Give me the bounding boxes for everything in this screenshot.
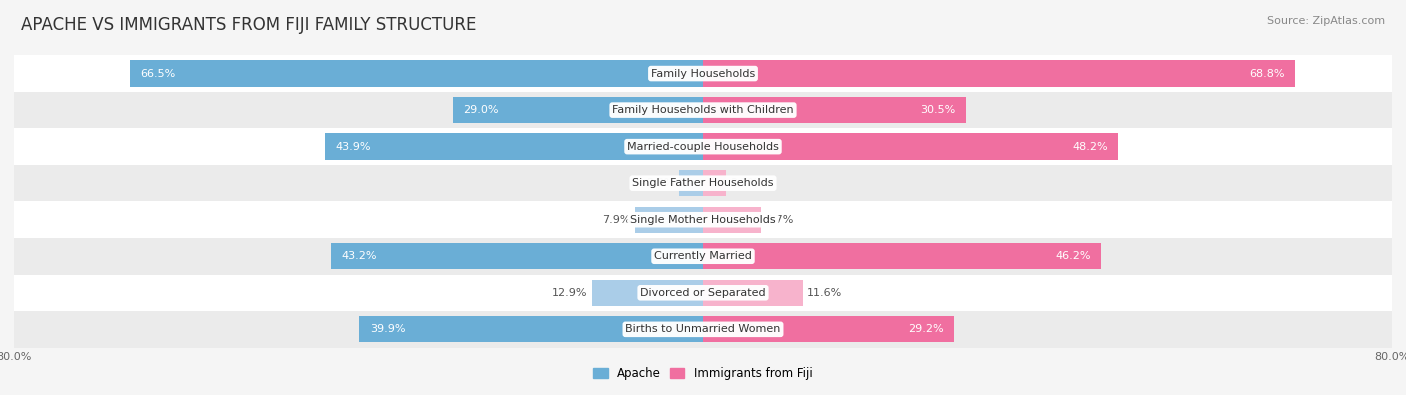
Text: Births to Unmarried Women: Births to Unmarried Women [626, 324, 780, 334]
Text: 46.2%: 46.2% [1054, 251, 1091, 261]
Text: 2.8%: 2.8% [647, 178, 675, 188]
Text: 12.9%: 12.9% [553, 288, 588, 298]
Bar [703, 243, 1101, 269]
Text: Married-couple Households: Married-couple Households [627, 142, 779, 152]
Bar [360, 316, 703, 342]
Text: 7.9%: 7.9% [602, 215, 631, 225]
Text: 29.2%: 29.2% [908, 324, 945, 334]
Text: 6.7%: 6.7% [765, 215, 793, 225]
Text: 30.5%: 30.5% [920, 105, 955, 115]
Text: 39.9%: 39.9% [370, 324, 405, 334]
Text: Currently Married: Currently Married [654, 251, 752, 261]
Text: 11.6%: 11.6% [807, 288, 842, 298]
Bar [636, 207, 703, 233]
Text: Family Households: Family Households [651, 69, 755, 79]
Bar [703, 134, 1118, 160]
FancyBboxPatch shape [14, 165, 1392, 201]
Bar [703, 60, 1295, 87]
Bar [325, 134, 703, 160]
Text: 29.0%: 29.0% [464, 105, 499, 115]
Bar [131, 60, 703, 87]
Text: 66.5%: 66.5% [141, 69, 176, 79]
Text: 43.2%: 43.2% [342, 251, 377, 261]
Bar [592, 280, 703, 306]
FancyBboxPatch shape [14, 201, 1392, 238]
FancyBboxPatch shape [14, 275, 1392, 311]
Text: Family Households with Children: Family Households with Children [612, 105, 794, 115]
Bar [453, 97, 703, 123]
Text: 48.2%: 48.2% [1073, 142, 1108, 152]
Legend: Apache, Immigrants from Fiji: Apache, Immigrants from Fiji [591, 365, 815, 383]
Bar [703, 316, 955, 342]
Text: Single Father Households: Single Father Households [633, 178, 773, 188]
FancyBboxPatch shape [14, 238, 1392, 275]
FancyBboxPatch shape [14, 311, 1392, 348]
Bar [703, 97, 966, 123]
Text: 68.8%: 68.8% [1250, 69, 1285, 79]
FancyBboxPatch shape [14, 128, 1392, 165]
FancyBboxPatch shape [14, 92, 1392, 128]
Bar [703, 170, 727, 196]
FancyBboxPatch shape [14, 55, 1392, 92]
Text: 2.7%: 2.7% [731, 178, 759, 188]
Bar [703, 280, 803, 306]
Text: Source: ZipAtlas.com: Source: ZipAtlas.com [1267, 16, 1385, 26]
Bar [330, 243, 703, 269]
Bar [679, 170, 703, 196]
Text: APACHE VS IMMIGRANTS FROM FIJI FAMILY STRUCTURE: APACHE VS IMMIGRANTS FROM FIJI FAMILY ST… [21, 16, 477, 34]
Text: Single Mother Households: Single Mother Households [630, 215, 776, 225]
Bar [703, 207, 761, 233]
Text: Divorced or Separated: Divorced or Separated [640, 288, 766, 298]
Text: 43.9%: 43.9% [335, 142, 371, 152]
